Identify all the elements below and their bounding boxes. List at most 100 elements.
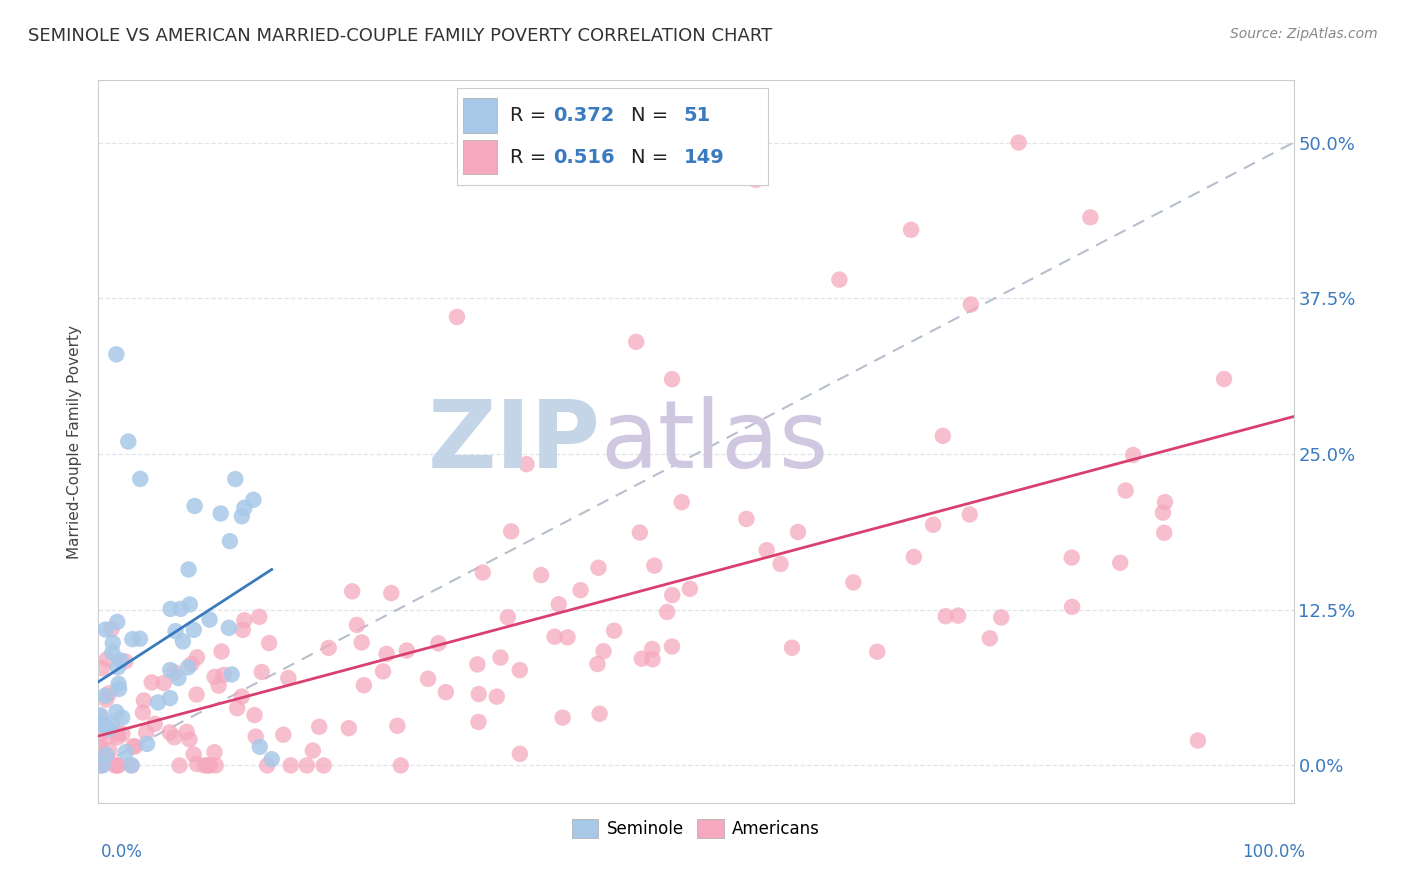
Point xyxy=(204,758,226,772)
Text: SEMINOLE VS AMERICAN MARRIED-COUPLE FAMILY POVERTY CORRELATION CHART: SEMINOLE VS AMERICAN MARRIED-COUPLE FAMI… xyxy=(28,27,772,45)
Point xyxy=(641,641,664,656)
Point xyxy=(186,688,208,702)
Point xyxy=(900,223,922,237)
Point xyxy=(107,731,129,745)
Point xyxy=(346,618,368,632)
Point xyxy=(247,610,270,624)
Point xyxy=(586,657,609,671)
Point xyxy=(769,557,792,571)
Point xyxy=(380,586,402,600)
Point xyxy=(1213,372,1236,386)
Point xyxy=(395,643,418,657)
Point xyxy=(111,711,134,725)
Point xyxy=(120,758,142,772)
Point xyxy=(91,661,114,675)
Point xyxy=(135,725,157,739)
Point xyxy=(489,650,512,665)
Point xyxy=(121,758,143,772)
Point xyxy=(312,758,335,772)
Point xyxy=(679,582,702,596)
Point xyxy=(183,499,205,513)
Point xyxy=(107,758,129,772)
Point xyxy=(97,722,120,736)
Point xyxy=(101,646,124,660)
Point xyxy=(671,495,693,509)
Point xyxy=(471,566,494,580)
Point xyxy=(371,665,394,679)
Point xyxy=(233,613,256,627)
Point xyxy=(179,732,201,747)
Point xyxy=(211,644,233,658)
Point xyxy=(183,747,205,762)
Point xyxy=(1152,506,1174,520)
Point xyxy=(308,720,330,734)
Point xyxy=(496,610,519,624)
Point xyxy=(159,602,181,616)
Point xyxy=(183,623,205,637)
Point xyxy=(96,747,118,762)
Point xyxy=(111,727,134,741)
Point xyxy=(233,500,256,515)
Point xyxy=(337,721,360,735)
Point xyxy=(105,758,128,772)
Point xyxy=(935,609,957,624)
Point xyxy=(186,757,208,772)
Point xyxy=(1008,136,1031,150)
Point xyxy=(89,752,111,766)
Point xyxy=(100,622,122,636)
Point xyxy=(467,657,489,672)
Point xyxy=(231,509,253,524)
Point xyxy=(128,632,150,646)
Point xyxy=(280,758,302,772)
Point xyxy=(101,716,124,731)
Point xyxy=(301,743,323,757)
Text: ZIP: ZIP xyxy=(427,395,600,488)
Point xyxy=(260,752,283,766)
Text: 0.0%: 0.0% xyxy=(101,843,143,861)
Point xyxy=(641,652,664,666)
Point xyxy=(932,429,955,443)
Point xyxy=(90,740,112,755)
Point xyxy=(780,640,803,655)
Point xyxy=(179,598,201,612)
Point xyxy=(416,672,439,686)
Point xyxy=(177,660,200,674)
Point xyxy=(960,297,983,311)
Point xyxy=(990,610,1012,624)
Point xyxy=(152,676,174,690)
Point xyxy=(427,636,450,650)
Legend: Seminole, Americans: Seminole, Americans xyxy=(564,811,828,847)
Point xyxy=(509,747,531,761)
Point xyxy=(842,575,865,590)
Point xyxy=(165,624,187,639)
Point xyxy=(340,584,363,599)
Point xyxy=(87,740,110,755)
Text: Source: ZipAtlas.com: Source: ZipAtlas.com xyxy=(1230,27,1378,41)
Point xyxy=(132,706,155,720)
Point xyxy=(117,434,139,449)
Point xyxy=(628,525,651,540)
Point xyxy=(557,631,579,645)
Point xyxy=(219,534,242,549)
Point xyxy=(434,685,457,699)
Point xyxy=(107,660,129,674)
Point xyxy=(226,701,249,715)
Point xyxy=(108,681,131,696)
Point xyxy=(176,724,198,739)
Point xyxy=(114,654,136,668)
Point xyxy=(129,472,152,486)
Point xyxy=(94,692,117,706)
Point xyxy=(866,645,889,659)
Point xyxy=(661,372,683,386)
Point xyxy=(89,758,111,772)
Point xyxy=(755,543,778,558)
Point xyxy=(946,608,969,623)
Point xyxy=(101,636,124,650)
Point xyxy=(104,758,127,772)
Point xyxy=(389,758,412,772)
Point xyxy=(105,615,128,629)
Point xyxy=(643,558,665,573)
Point xyxy=(146,696,169,710)
Point xyxy=(96,652,118,666)
Point xyxy=(163,665,186,680)
